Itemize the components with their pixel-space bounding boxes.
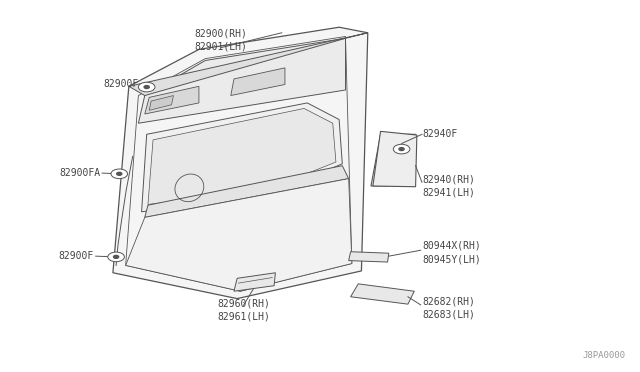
Circle shape bbox=[138, 82, 155, 92]
Text: 82960(RH)
82961(LH): 82960(RH) 82961(LH) bbox=[217, 298, 270, 321]
Text: 82940(RH)
82941(LH): 82940(RH) 82941(LH) bbox=[422, 174, 475, 198]
Polygon shape bbox=[149, 96, 173, 110]
Circle shape bbox=[113, 256, 118, 259]
Circle shape bbox=[116, 172, 122, 175]
Text: 82900F: 82900F bbox=[103, 80, 138, 89]
Circle shape bbox=[111, 169, 127, 179]
Text: 82900FA: 82900FA bbox=[59, 168, 100, 178]
Polygon shape bbox=[373, 131, 417, 187]
Polygon shape bbox=[113, 27, 368, 299]
Text: 80944X(RH)
80945Y(LH): 80944X(RH) 80945Y(LH) bbox=[422, 241, 481, 264]
Circle shape bbox=[394, 144, 410, 154]
Text: 82940F: 82940F bbox=[422, 129, 457, 139]
Circle shape bbox=[399, 148, 404, 151]
Polygon shape bbox=[231, 68, 285, 96]
Polygon shape bbox=[371, 134, 415, 186]
Text: 82900(RH)
82901(LH): 82900(RH) 82901(LH) bbox=[195, 29, 248, 52]
Text: J8PA0000: J8PA0000 bbox=[583, 350, 626, 359]
Polygon shape bbox=[145, 86, 199, 114]
Polygon shape bbox=[148, 109, 336, 205]
Circle shape bbox=[108, 252, 124, 262]
Polygon shape bbox=[351, 284, 414, 304]
Text: 82682(RH)
82683(LH): 82682(RH) 82683(LH) bbox=[422, 296, 475, 320]
Polygon shape bbox=[141, 103, 342, 212]
Polygon shape bbox=[349, 252, 389, 262]
Polygon shape bbox=[145, 166, 349, 217]
Polygon shape bbox=[125, 179, 352, 291]
Polygon shape bbox=[129, 33, 368, 96]
Polygon shape bbox=[234, 273, 275, 291]
Polygon shape bbox=[138, 38, 346, 123]
Text: 82900F: 82900F bbox=[58, 251, 94, 261]
Circle shape bbox=[144, 86, 149, 89]
